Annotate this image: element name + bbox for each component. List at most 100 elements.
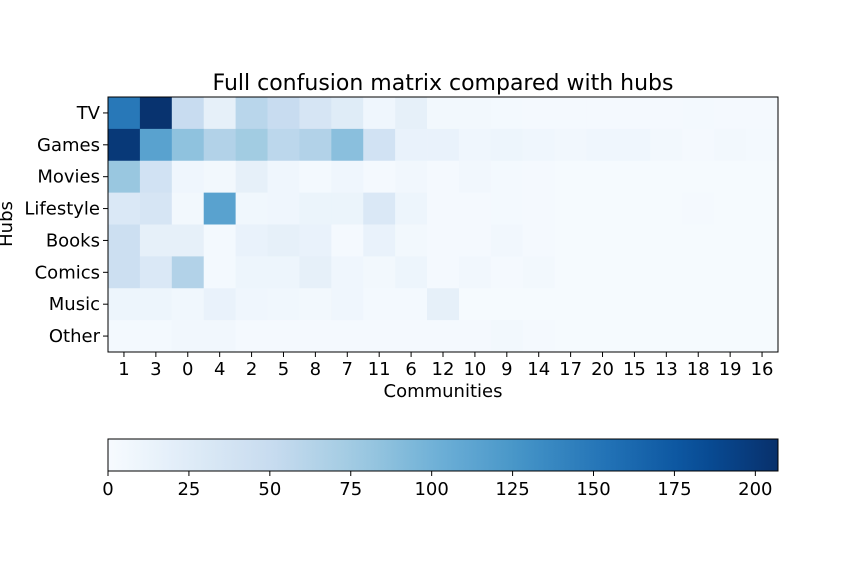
y-tick-label: Comics <box>35 262 100 283</box>
heatmap-cell <box>618 128 651 162</box>
x-axis-label: Communities <box>384 381 503 402</box>
heatmap-cell <box>363 224 396 257</box>
heatmap-cell <box>331 320 364 353</box>
heatmap-cell <box>203 256 237 289</box>
heatmap-cell <box>139 256 173 289</box>
colorbar-tick-label: 0 <box>102 479 113 500</box>
heatmap-cell <box>363 192 396 225</box>
heatmap-cell <box>363 97 396 130</box>
heatmap-cell <box>618 320 651 353</box>
heatmap-cell <box>618 224 651 257</box>
heatmap-cell <box>171 256 205 289</box>
colorbar-tick-label: 75 <box>339 479 362 500</box>
heatmap-cell <box>522 256 556 289</box>
colorbar-tick-label: 200 <box>738 479 772 500</box>
heatmap-cell <box>267 128 300 162</box>
heatmap-cell <box>267 224 300 257</box>
y-tick-label: Books <box>46 230 100 251</box>
heatmap-cell <box>490 160 524 194</box>
heatmap-cell <box>746 288 779 321</box>
y-tick-label: Games <box>37 135 100 156</box>
y-tick-label: TV <box>76 103 101 124</box>
heatmap-cell <box>139 224 173 257</box>
heatmap-cell <box>522 320 556 353</box>
x-tick-label: 17 <box>559 359 582 380</box>
heatmap-cell <box>267 320 300 353</box>
heatmap-cell <box>108 192 141 225</box>
heatmap-cell <box>331 224 364 257</box>
x-tick-label: 8 <box>310 359 321 380</box>
heatmap-cell <box>427 97 460 130</box>
heatmap-cell <box>395 128 428 162</box>
heatmap-cell <box>746 160 779 194</box>
x-tick-label: 20 <box>591 359 614 380</box>
heatmap-cell <box>586 97 619 130</box>
heatmap-cell <box>331 128 364 162</box>
heatmap-cell <box>650 97 683 130</box>
x-tick-label: 3 <box>150 359 161 380</box>
heatmap-cell <box>395 224 428 257</box>
heatmap-cell <box>235 160 268 194</box>
heatmap-cell <box>299 288 332 321</box>
heatmap-cell <box>586 192 619 225</box>
heatmap-cell <box>618 256 651 289</box>
x-tick-label: 18 <box>687 359 710 380</box>
heatmap-cell <box>108 160 141 194</box>
heatmap-cell <box>714 288 747 321</box>
heatmap-cell <box>108 288 141 321</box>
x-tick-label: 10 <box>463 359 486 380</box>
heatmap-cell <box>395 256 428 289</box>
y-tick-label: Other <box>49 326 101 347</box>
colorbar <box>107 438 779 472</box>
heatmap-cell <box>490 256 524 289</box>
heatmap-cell <box>554 224 587 257</box>
x-tick-label: 5 <box>278 359 289 380</box>
heatmap-cell <box>139 192 173 225</box>
x-tick-label: 11 <box>368 359 391 380</box>
heatmap-cell <box>650 256 683 289</box>
heatmap-cell <box>618 192 651 225</box>
heatmap-cell <box>554 320 587 353</box>
x-tick-label: 16 <box>751 359 774 380</box>
heatmap-cell <box>299 224 332 257</box>
heatmap-cell <box>490 128 524 162</box>
heatmap-cell <box>299 256 332 289</box>
heatmap-cell <box>458 320 492 353</box>
heatmap-cell <box>714 192 747 225</box>
x-tick-label: 1 <box>118 359 129 380</box>
heatmap-cell <box>427 192 460 225</box>
y-axis-ticks: TV Games Movies Lifestyle Books Comics Music Ot… <box>24 103 108 347</box>
heatmap-cell <box>458 224 492 257</box>
colorbar-tick-label: 175 <box>657 479 691 500</box>
heatmap-cell <box>267 192 300 225</box>
heatmap-cell <box>650 128 683 162</box>
heatmap-cell <box>490 97 524 130</box>
heatmap-cell <box>458 128 492 162</box>
heatmap-cell <box>108 224 141 257</box>
heatmap-cell <box>395 320 428 353</box>
heatmap-cell <box>522 288 556 321</box>
heatmap-cell <box>554 192 587 225</box>
heatmap-cell <box>650 160 683 194</box>
colorbar-tick-label: 50 <box>258 479 281 500</box>
heatmap-cell <box>203 128 237 162</box>
heatmap-cell <box>618 288 651 321</box>
heatmap-cell <box>682 97 715 130</box>
chart-title: Full confusion matrix compared with hubs <box>213 71 674 96</box>
heatmap-cell <box>235 97 268 130</box>
x-tick-label: 14 <box>527 359 550 380</box>
colorbar-tick-label: 25 <box>177 479 200 500</box>
heatmap-cell <box>682 160 715 194</box>
heatmap-cell <box>586 288 619 321</box>
heatmap-cell <box>746 320 779 353</box>
heatmap-cell <box>714 160 747 194</box>
heatmap-cell <box>139 320 173 353</box>
heatmap-cell <box>458 160 492 194</box>
heatmap-cell <box>458 192 492 225</box>
heatmap-cell <box>522 97 556 130</box>
colorbar-tick-label: 150 <box>576 479 610 500</box>
heatmap-cell <box>203 97 237 130</box>
heatmap-cell <box>554 256 587 289</box>
heatmap-cell <box>586 160 619 194</box>
heatmap-cell <box>458 256 492 289</box>
